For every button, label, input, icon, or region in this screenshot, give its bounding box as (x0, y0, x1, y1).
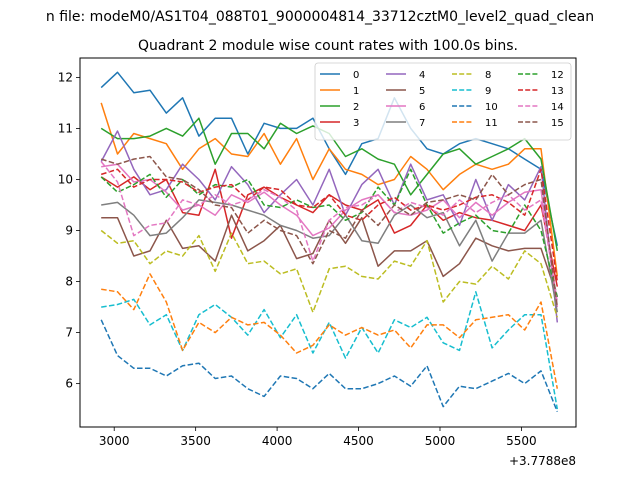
y-tick-label: 9 (65, 224, 73, 238)
legend-label-0: 0 (353, 70, 359, 81)
series-line-6 (101, 163, 559, 308)
y-tick-label: 10 (58, 172, 73, 186)
x-axis: 3000 3500 4000 4500 5000 5500 (99, 427, 537, 448)
series-line-4 (100, 130, 559, 323)
legend-label-5: 5 (419, 86, 425, 97)
x-tick-label: 5000 (425, 434, 456, 448)
legend-box (314, 62, 572, 141)
y-tick-label: 6 (65, 377, 73, 391)
legend-label-15: 15 (551, 118, 564, 129)
legend-label-4: 4 (419, 70, 425, 81)
legend-label-9: 9 (485, 86, 491, 97)
x-tick-label: 4500 (343, 434, 374, 448)
x-tick-label: 3500 (180, 434, 211, 448)
legend-label-8: 8 (485, 70, 491, 81)
y-axis: 6 7 8 9 10 11 12 (58, 70, 80, 391)
series-line-9 (101, 291, 559, 410)
legend-label-10: 10 (485, 102, 498, 113)
series-line-7 (101, 199, 559, 313)
legend-label-11: 11 (485, 118, 498, 129)
legend-label-1: 1 (353, 86, 359, 97)
chart-title: Quadrant 2 module wise count rates with … (138, 38, 518, 54)
y-tick-label: 8 (65, 275, 73, 289)
x-axis-offset-label: +3.7788e8 (509, 454, 576, 468)
legend-label-6: 6 (419, 102, 425, 113)
y-tick-label: 7 (65, 326, 73, 340)
legend-label-3: 3 (353, 118, 359, 129)
y-tick-label: 12 (58, 70, 73, 84)
legend-label-14: 14 (551, 102, 564, 113)
legend-label-12: 12 (551, 70, 564, 81)
x-tick-label: 4000 (262, 434, 293, 448)
series-line-15 (100, 155, 559, 308)
plot-area (100, 71, 559, 412)
series-line-12 (100, 168, 559, 298)
series-line-13 (100, 168, 559, 282)
legend-label-7: 7 (419, 118, 425, 129)
series-line-10 (100, 319, 558, 412)
series-line-1 (100, 102, 559, 277)
series-line-8 (100, 229, 559, 318)
legend-label-2: 2 (353, 102, 359, 113)
legend-label-13: 13 (551, 86, 564, 97)
series-line-11 (101, 273, 559, 389)
x-tick-label: 3000 (99, 434, 130, 448)
x-tick-label: 5500 (506, 434, 537, 448)
series-line-14 (100, 161, 559, 303)
axes-frame (79, 57, 577, 428)
figure-title: n file: modeM0/AS1T04_088T01_9000004814_… (46, 9, 594, 25)
y-tick-label: 11 (58, 121, 73, 135)
